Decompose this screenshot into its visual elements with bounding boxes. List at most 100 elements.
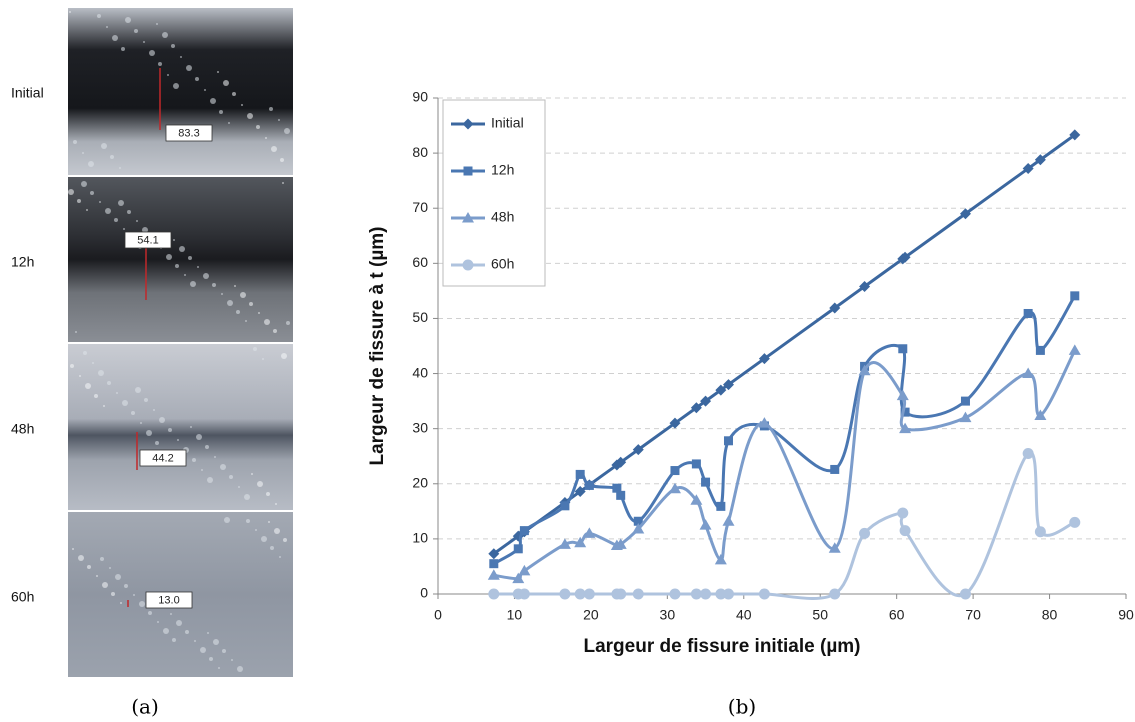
speck <box>184 274 186 276</box>
speck <box>238 486 240 488</box>
marker <box>1068 344 1081 355</box>
marker <box>700 588 712 600</box>
speck <box>286 321 290 325</box>
marker <box>722 588 734 600</box>
marker <box>690 588 702 600</box>
speck <box>143 41 145 43</box>
micrograph <box>68 8 293 175</box>
speck <box>264 319 270 325</box>
speck <box>136 220 138 222</box>
y-tick-label: 80 <box>412 144 428 160</box>
legend-marker <box>462 259 474 271</box>
y-tick-label: 0 <box>420 585 428 601</box>
speck <box>237 666 243 672</box>
speck <box>124 584 128 588</box>
measurement: 83.3 <box>178 127 199 139</box>
y-axis-label: Largeur de fissure à t (µm) <box>367 226 388 465</box>
marker <box>1069 129 1081 141</box>
marker <box>513 544 523 554</box>
micrograph <box>68 177 293 342</box>
speck <box>146 430 152 436</box>
speck <box>170 613 172 615</box>
marker <box>859 527 871 539</box>
marker <box>714 553 727 565</box>
speck <box>70 364 74 368</box>
measurement: 13.0 <box>158 594 179 606</box>
speck <box>167 74 169 76</box>
speck <box>94 394 98 398</box>
marker <box>584 480 594 490</box>
marker <box>615 456 627 468</box>
speck <box>220 464 226 470</box>
speck <box>269 107 273 111</box>
marker <box>829 588 841 600</box>
speck <box>218 667 220 669</box>
marker <box>632 522 645 534</box>
speck <box>244 494 250 500</box>
marker <box>758 588 770 600</box>
time-label: 60h <box>11 589 34 605</box>
marker <box>1069 516 1081 528</box>
legend-box <box>442 99 546 287</box>
marker <box>574 588 586 600</box>
marker <box>488 548 500 560</box>
x-tick-label: 80 <box>1042 607 1058 623</box>
marker <box>633 516 643 526</box>
speck <box>273 329 277 333</box>
speck <box>86 209 88 211</box>
marker <box>616 490 626 500</box>
speck <box>186 65 192 71</box>
speck <box>281 353 287 359</box>
x-tick-label: 90 <box>1118 607 1134 623</box>
legend-label: 12h <box>491 162 514 178</box>
speck <box>114 218 118 222</box>
marker <box>518 564 531 576</box>
speck <box>88 161 94 167</box>
speck <box>227 300 233 306</box>
marker <box>488 588 500 600</box>
y-tick-label: 70 <box>412 199 428 215</box>
legend-label: 60h <box>491 256 514 272</box>
speck <box>75 331 77 333</box>
marker <box>897 507 909 519</box>
speck <box>82 152 84 154</box>
speck <box>207 632 209 634</box>
speck <box>97 14 101 18</box>
speck <box>176 620 182 626</box>
speck <box>221 293 223 295</box>
marker <box>899 422 912 434</box>
speck <box>175 264 179 268</box>
speck <box>87 565 91 569</box>
marker <box>959 411 972 423</box>
speck <box>278 119 280 121</box>
speck <box>131 411 135 415</box>
speck <box>231 659 233 661</box>
speck <box>190 426 192 428</box>
speck <box>158 62 162 66</box>
speck <box>261 536 267 542</box>
speck <box>122 400 128 406</box>
speck <box>107 381 111 385</box>
speck <box>197 266 199 268</box>
speck <box>115 574 121 580</box>
speck <box>162 32 168 38</box>
marker <box>899 251 911 263</box>
marker <box>899 525 911 537</box>
marker <box>691 459 701 469</box>
measure-box <box>124 231 172 249</box>
marker <box>896 389 909 401</box>
speck <box>173 83 179 89</box>
marker <box>701 477 711 487</box>
measure-box <box>139 449 187 467</box>
x-tick-label: 60 <box>889 607 905 623</box>
speck <box>219 110 223 114</box>
speck <box>217 71 219 73</box>
speck <box>134 29 138 33</box>
speck <box>173 239 175 241</box>
speck <box>133 594 135 596</box>
caption: (a) <box>131 695 159 719</box>
speck <box>99 201 101 203</box>
marker <box>1034 526 1046 538</box>
marker <box>690 402 702 414</box>
speck <box>98 370 104 376</box>
